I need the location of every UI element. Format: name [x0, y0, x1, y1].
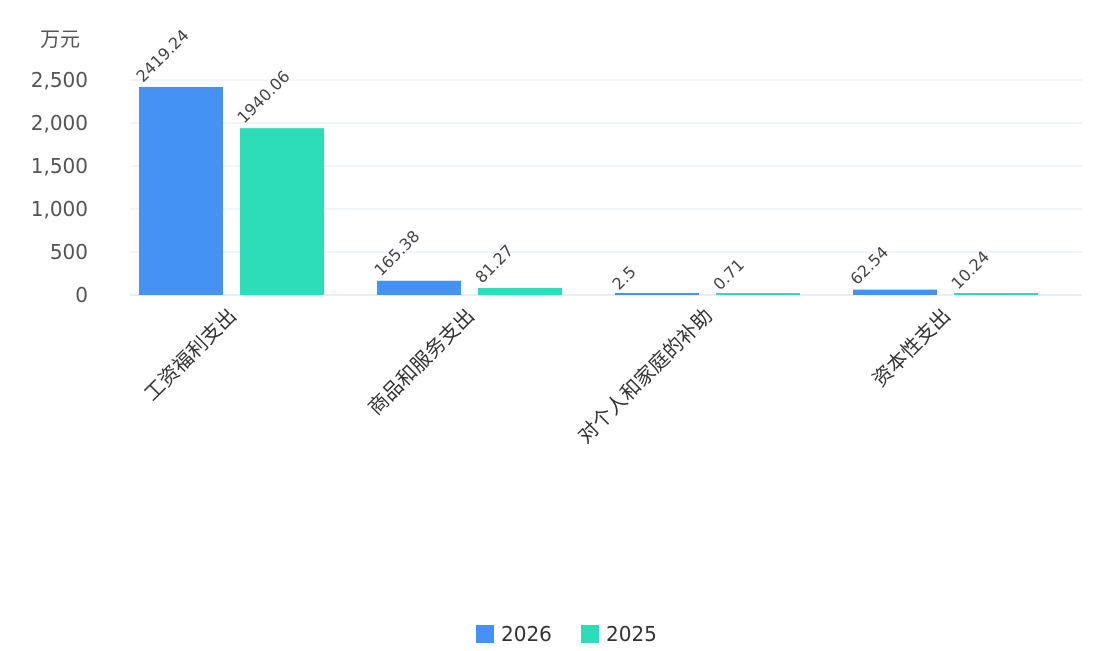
bar-2025-0: [240, 128, 324, 295]
category-label: 商品和服务支出: [363, 304, 479, 420]
y-tick-label: 0: [75, 283, 88, 307]
data-label: 62.54: [846, 243, 892, 289]
y-axis: 万元 0 500 1,000 1,500 2,000 2,500: [31, 27, 88, 307]
y-tick-label: 1,000: [31, 197, 88, 221]
y-axis-unit-label: 万元: [40, 27, 80, 51]
bar-2025-2: [716, 293, 800, 295]
y-tick-label: 2,000: [31, 111, 88, 135]
y-tick-label: 1,500: [31, 154, 88, 178]
legend-label: 2026: [501, 622, 552, 646]
y-tick-label: 2,500: [31, 68, 88, 92]
legend: 2026 2025: [476, 622, 657, 646]
bar-2026-2: [615, 293, 699, 295]
bar-2026-0: [139, 86, 223, 295]
data-label: 81.27: [471, 241, 517, 287]
legend-swatch-2026: [476, 625, 494, 643]
category-label: 工资福利支出: [139, 304, 241, 406]
bar-2026-3: [853, 289, 937, 295]
bar-2025-3: [954, 293, 1038, 295]
data-label: 165.38: [370, 227, 423, 280]
bar-2026-1: [377, 280, 461, 295]
x-axis: 工资福利支出 商品和服务支出 对个人和家庭的补助 资本性支出: [139, 304, 955, 448]
category-label: 资本性支出: [867, 304, 955, 392]
bars-layer: [139, 86, 1038, 295]
data-label: 1940.06: [233, 67, 293, 127]
category-label: 对个人和家庭的补助: [573, 304, 717, 448]
y-tick-label: 500: [50, 240, 88, 264]
data-label: 10.24: [947, 247, 993, 293]
data-label: 2419.24: [132, 26, 192, 86]
legend-label: 2025: [606, 622, 657, 646]
bar-2025-1: [478, 288, 562, 295]
data-label: 0.71: [709, 255, 748, 294]
data-label: 2.5: [608, 262, 639, 293]
legend-swatch-2025: [581, 625, 599, 643]
